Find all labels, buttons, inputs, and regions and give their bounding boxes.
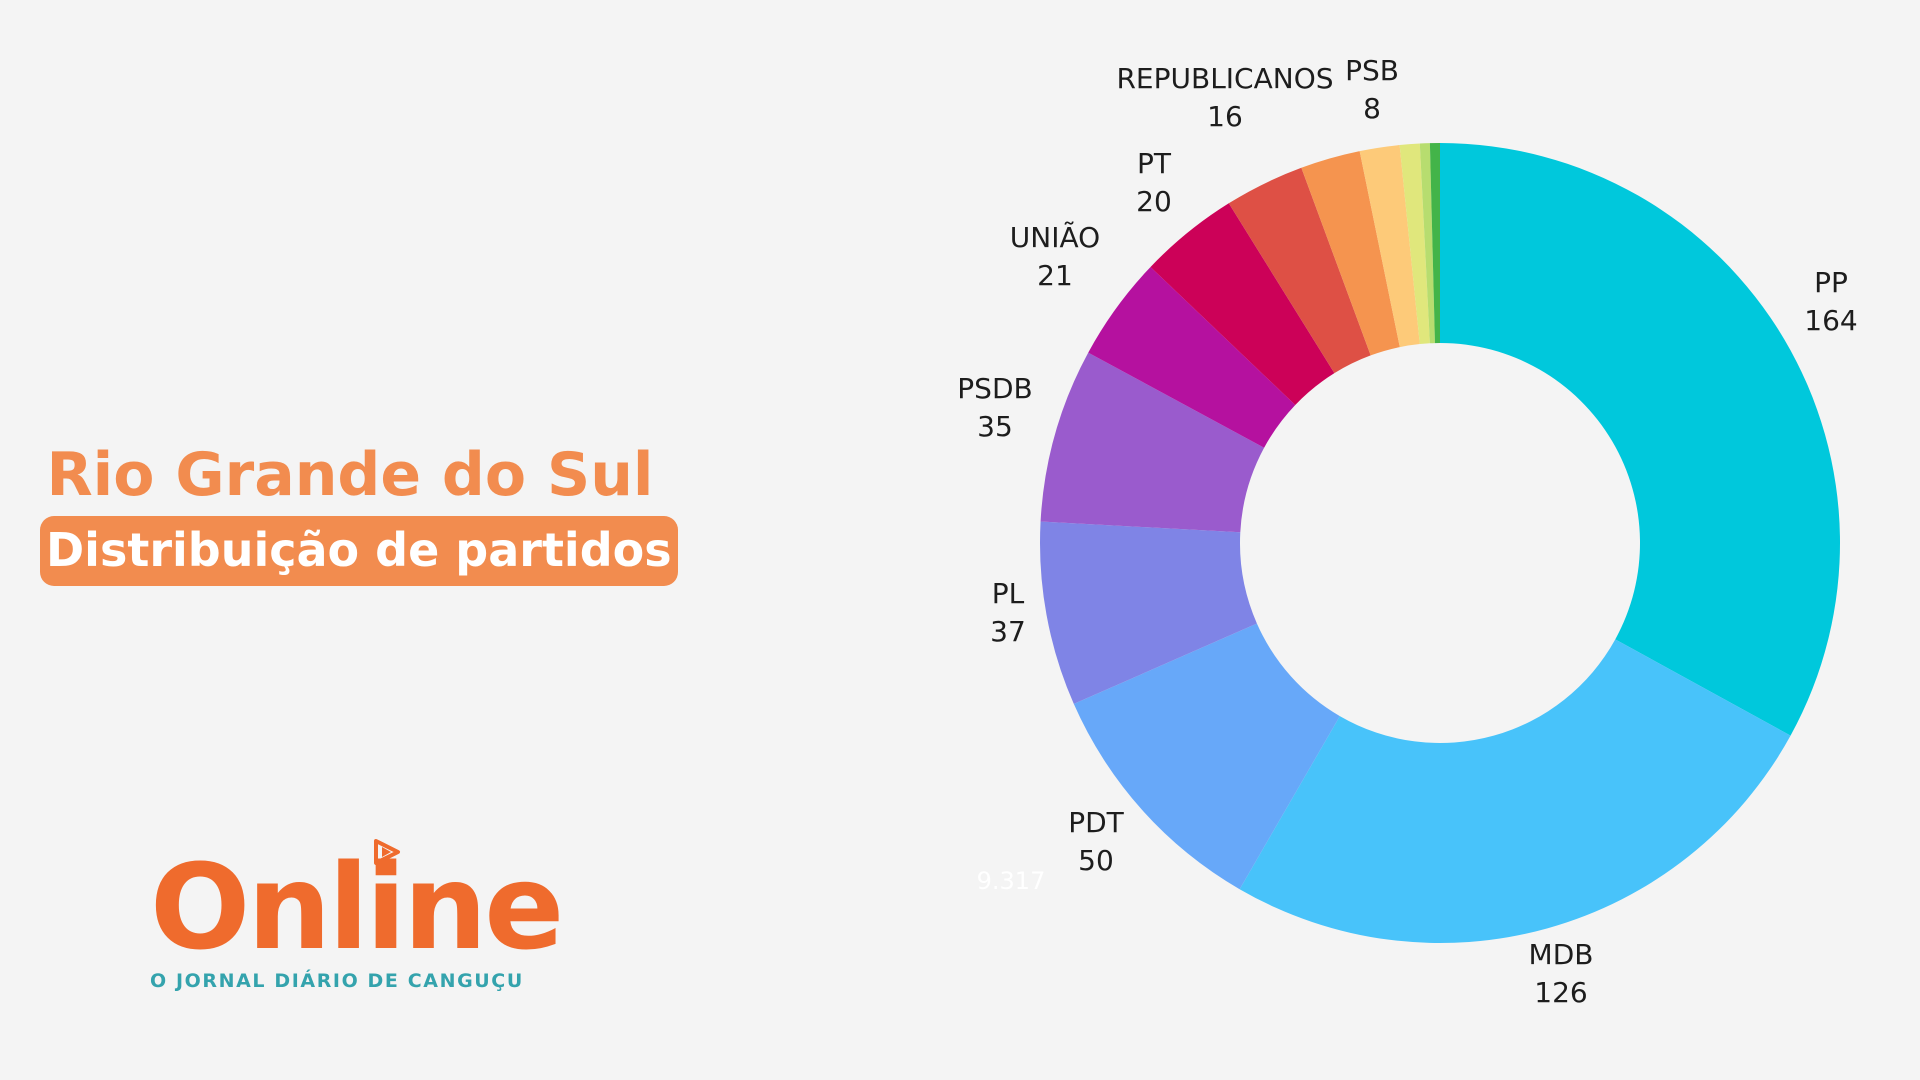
label-pl-name: PL	[992, 577, 1025, 610]
slice-união	[1088, 266, 1296, 448]
logo-tagline: O JORNAL DIÁRIO DE CANGUÇU	[150, 970, 524, 992]
slice-pp	[1440, 143, 1840, 736]
slice-pt	[1150, 203, 1335, 405]
label-pp-value: 164	[1804, 304, 1857, 337]
label-psb-value: 8	[1363, 92, 1381, 125]
label-união-value: 21	[1037, 259, 1073, 292]
subtitle-wrap: Distribuição de partidos	[40, 516, 678, 586]
label-pl-value: 37	[990, 615, 1026, 648]
slice-segment-10	[1399, 143, 1430, 345]
logo-word-text: Online	[150, 838, 564, 976]
labels-layer: PP 164 MDB 126 PDT 50 PL 37 PSDB 35 UNIÃO 21 PT 20 REP…	[957, 54, 1857, 1009]
label-pt-name: PT	[1137, 147, 1172, 180]
slice-segment-12	[1429, 143, 1440, 344]
online-logo: Online O JORNAL DIÁRIO DE CANGUÇU	[150, 839, 564, 992]
slice-republicanos	[1301, 151, 1400, 356]
label-pdt-value: 50	[1078, 844, 1114, 877]
slice-pl	[1040, 521, 1257, 704]
chart-subtitle-badge: Distribuição de partidos	[40, 516, 678, 586]
label-psdb-name: PSDB	[957, 372, 1032, 405]
slice-psb	[1359, 145, 1420, 348]
stray-value-label: 9.317	[977, 867, 1046, 895]
label-psb-name: PSB	[1345, 54, 1399, 87]
slice-pdt	[1073, 623, 1340, 890]
label-pp-name: PP	[1814, 266, 1848, 299]
label-republicanos-name: REPUBLICANOS	[1116, 62, 1333, 95]
title-block: Rio Grande do Sul Distribuição de partid…	[40, 440, 678, 586]
label-psdb-value: 35	[977, 410, 1013, 443]
label-pt-value: 20	[1136, 185, 1172, 218]
label-mdb-name: MDB	[1529, 938, 1594, 971]
slice-segment-7	[1228, 167, 1371, 374]
label-união-name: UNIÃO	[1010, 221, 1100, 254]
play-icon	[374, 839, 400, 865]
logo-wordmark: Online	[150, 839, 564, 966]
slice-psdb	[1040, 352, 1265, 533]
slice-mdb	[1239, 639, 1791, 943]
label-republicanos-value: 16	[1207, 100, 1243, 133]
chart-title: Rio Grande do Sul	[46, 440, 654, 510]
label-mdb-value: 126	[1534, 976, 1587, 1009]
label-pdt-name: PDT	[1068, 806, 1124, 839]
slice-segment-11	[1419, 143, 1435, 344]
slices-layer	[1040, 143, 1840, 943]
